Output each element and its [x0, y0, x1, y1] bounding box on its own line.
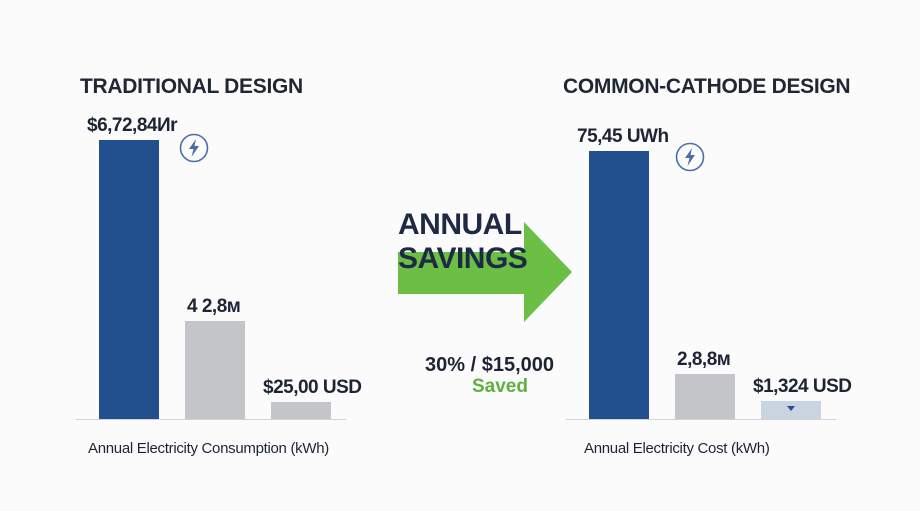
- bar: [185, 321, 245, 419]
- bar: [589, 151, 649, 419]
- bar-value-label: 4 2,8м: [187, 296, 241, 318]
- right-chart-title: COMMON-CATHODE DESIGN: [563, 75, 851, 98]
- bar-value-label: $6,72,84Иr: [87, 115, 178, 136]
- bar-value-label: 75,45 UWh: [577, 126, 669, 148]
- saved-label: Saved: [472, 376, 528, 397]
- savings-headline-line1: ANNUAL: [398, 208, 522, 241]
- lightning-bolt-icon: [179, 133, 209, 163]
- bar: [271, 402, 331, 419]
- left-chart-xlabel: Annual Electricity Consumption (kWh): [88, 440, 329, 457]
- bar-value-label: $25,00 USD: [263, 377, 362, 399]
- left-chart: $6,72,84Иr 4 2,8м $25,00 USD: [76, 100, 362, 420]
- bar: [99, 140, 159, 419]
- left-chart-title: TRADITIONAL DESIGN: [80, 75, 303, 98]
- bar-value-label: 2,8,8м: [677, 349, 731, 371]
- down-triangle-icon: [787, 405, 795, 411]
- x-axis-baseline: [76, 419, 346, 420]
- right-chart-xlabel: Annual Electricity Cost (kWh): [584, 440, 770, 457]
- savings-headline: ANNUAL SAVINGS: [398, 208, 528, 276]
- lightning-bolt-icon: [675, 142, 705, 172]
- bar: [761, 400, 821, 419]
- savings-amount: 30% / $15,000: [425, 354, 554, 376]
- savings-headline-line2: SAVINGS: [398, 242, 528, 275]
- bar-value-label: $1,324 USD: [753, 375, 852, 397]
- right-chart: 75,45 UWh 2,8,8м $1,324 USD: [566, 100, 852, 420]
- bar: [675, 374, 735, 419]
- right-arrow-icon: [398, 222, 572, 322]
- x-axis-baseline: [566, 419, 836, 420]
